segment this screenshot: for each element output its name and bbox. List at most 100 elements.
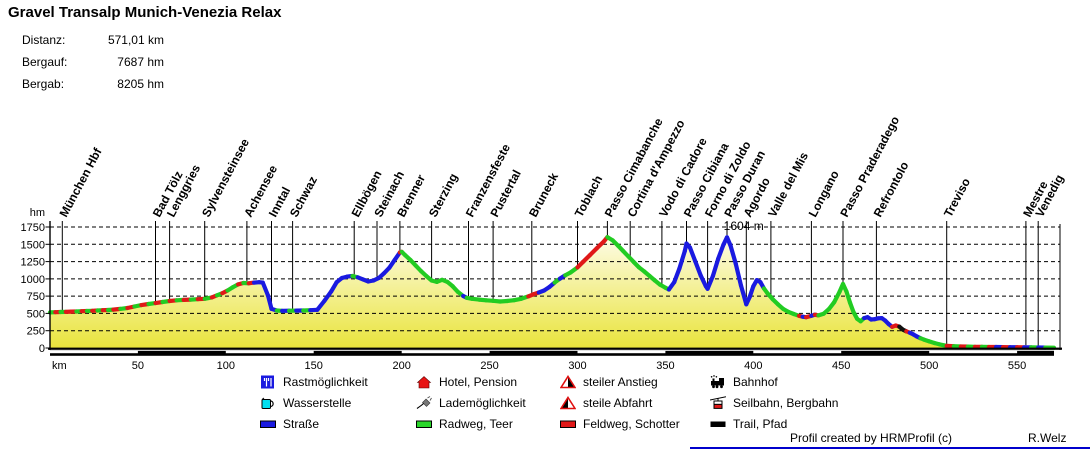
restaurant-icon [261, 375, 274, 388]
page-title: Gravel Transalp Munich-Venezia Relax [8, 4, 282, 21]
svg-text:km: km [52, 360, 67, 372]
svg-text:100: 100 [217, 360, 235, 372]
svg-text:Mestre: Mestre [1020, 178, 1051, 219]
railway-icon [710, 374, 724, 388]
elevation-profile-line [47, 235, 1057, 350]
charging-icon [416, 395, 432, 409]
trail-icon [710, 421, 726, 427]
water-icon [261, 397, 274, 409]
svg-text:Sylvensteinsee: Sylvensteinsee [199, 136, 252, 219]
legend-item-trail: Trail, Pfad [710, 416, 838, 431]
svg-text:Franzensfeste: Franzensfeste [463, 141, 513, 219]
waypoint-labels: München Hbf Bad TölzLenggriesSylvensteins… [57, 114, 1067, 220]
footer-credit: Profil created by HRMProfil (c) [790, 431, 953, 445]
legend-column-1: Rastmöglichkeit Wasserstelle Straße [260, 374, 368, 437]
legend-item-steile-abfahrt: steile Abfahrt [560, 395, 680, 410]
gravel-icon [560, 420, 576, 428]
svg-text:1604 m: 1604 m [724, 219, 764, 233]
svg-text:200: 200 [393, 360, 411, 372]
svg-text:0: 0 [39, 343, 45, 355]
svg-text:Forno di Zoldo: Forno di Zoldo [702, 139, 754, 220]
axes: 0 250 500 750 1000 1250 1500 1750 hm [21, 207, 1062, 355]
stat-ascent: Bergauf: 7687 hm [22, 55, 164, 69]
svg-text:Longano: Longano [806, 168, 842, 219]
legend-column-2: Hotel, Pension Lademöglichkeit Radweg, T… [416, 374, 526, 437]
svg-text:250: 250 [480, 360, 498, 372]
svg-text:Cortina d'Ampezzo: Cortina d'Ampezzo [624, 117, 687, 219]
svg-text:1750: 1750 [21, 222, 45, 234]
svg-text:Sterzing: Sterzing [426, 171, 461, 219]
footer-author: R.Welz [1028, 431, 1067, 445]
legend-item-bahnhof: Bahnhof [710, 374, 838, 389]
stat-ascent-label: Bergauf: [22, 55, 68, 69]
svg-text:Bruneck: Bruneck [526, 170, 561, 219]
legend-label: steiler Anstieg [583, 374, 658, 389]
elevation-area [50, 237, 1054, 348]
svg-text:250: 250 [27, 326, 45, 338]
svg-text:Pustertal: Pustertal [487, 167, 523, 219]
footer-divider [690, 447, 1090, 449]
stat-descent-value: 8205 hm [117, 77, 164, 91]
stat-descent: Bergab: 8205 hm [22, 77, 164, 91]
cablecar-icon [710, 395, 726, 409]
stat-distance-value: 571,01 km [107, 33, 164, 47]
distance-scale-bar [50, 350, 1054, 356]
stat-ascent-value: 7687 hm [117, 55, 164, 69]
legend-item-feldweg: Feldweg, Schotter [560, 416, 680, 431]
legend-column-3: steiler Anstieg steile Abfahrt Feldweg, … [560, 374, 680, 437]
svg-text:Valle del Mis: Valle del Mis [765, 150, 811, 220]
svg-text:Achensee: Achensee [241, 162, 280, 219]
steep-descent-icon [560, 395, 576, 409]
svg-text:Toblach: Toblach [572, 173, 606, 219]
road-icon [260, 420, 276, 428]
gridlines [50, 226, 1060, 332]
legend-label: Trail, Pfad [733, 416, 788, 431]
legend-item-seilbahn: Seilbahn, Bergbahn [710, 395, 838, 410]
svg-text:Refrontolo: Refrontolo [871, 159, 912, 219]
svg-text:450: 450 [832, 360, 850, 372]
legend-item-strasse: Straße [260, 416, 368, 431]
svg-text:Steinach: Steinach [371, 169, 407, 220]
svg-text:750: 750 [27, 291, 45, 303]
legend-label: Straße [283, 416, 320, 431]
svg-text:150: 150 [305, 360, 323, 372]
legend-item-wasserstelle: Wasserstelle [260, 395, 368, 410]
max-elevation-annotation: 1604 m [724, 219, 764, 233]
svg-text:Passo Cibiana: Passo Cibiana [681, 140, 732, 219]
cycleway-icon [416, 420, 432, 428]
legend-column-4: Bahnhof Seilbahn, Bergbahn Trail, Pfad [710, 374, 838, 437]
svg-text:550: 550 [1008, 360, 1026, 372]
stat-distance: Distanz: 571,01 km [22, 33, 164, 47]
legend-label: Feldweg, Schotter [583, 416, 680, 431]
steep-climb-icon [560, 374, 576, 388]
svg-text:Ellbögen: Ellbögen [348, 168, 384, 219]
svg-text:Treviso: Treviso [941, 176, 973, 220]
svg-text:Brenner: Brenner [394, 172, 428, 219]
svg-text:Vodo di Cadore: Vodo di Cadore [656, 135, 710, 219]
stat-descent-label: Bergab: [22, 77, 65, 91]
waypoint-leader-lines [61, 221, 1039, 346]
svg-text:300: 300 [568, 360, 586, 372]
legend-item-hotel: Hotel, Pension [416, 374, 526, 389]
legend-label: Seilbahn, Bergbahn [733, 395, 839, 410]
svg-text:Passo Praderadego: Passo Praderadego [837, 114, 902, 220]
svg-text:500: 500 [920, 360, 938, 372]
svg-text:Bad Tölz: Bad Tölz [150, 169, 186, 220]
svg-text:München Hbf: München Hbf [57, 145, 106, 220]
svg-text:hm: hm [30, 207, 45, 219]
svg-text:Lenggries: Lenggries [164, 162, 203, 219]
legend-item-rastmoeglichkeit: Rastmöglichkeit [260, 374, 368, 389]
hotel-icon [416, 375, 432, 388]
legend-label: Lademöglichkeit [439, 395, 526, 410]
svg-text:500: 500 [27, 308, 45, 320]
svg-text:50: 50 [132, 360, 144, 372]
svg-text:Agordo: Agordo [741, 175, 773, 219]
legend-item-radweg: Radweg, Teer [416, 416, 526, 431]
legend-item-steiler-anstieg: steiler Anstieg [560, 374, 680, 389]
legend-label: Hotel, Pension [439, 374, 518, 389]
svg-text:1250: 1250 [21, 257, 45, 269]
svg-text:Passo Cimabanche: Passo Cimabanche [602, 115, 666, 219]
legend-label: Radweg, Teer [439, 416, 513, 431]
svg-text:Inntal: Inntal [266, 185, 293, 220]
